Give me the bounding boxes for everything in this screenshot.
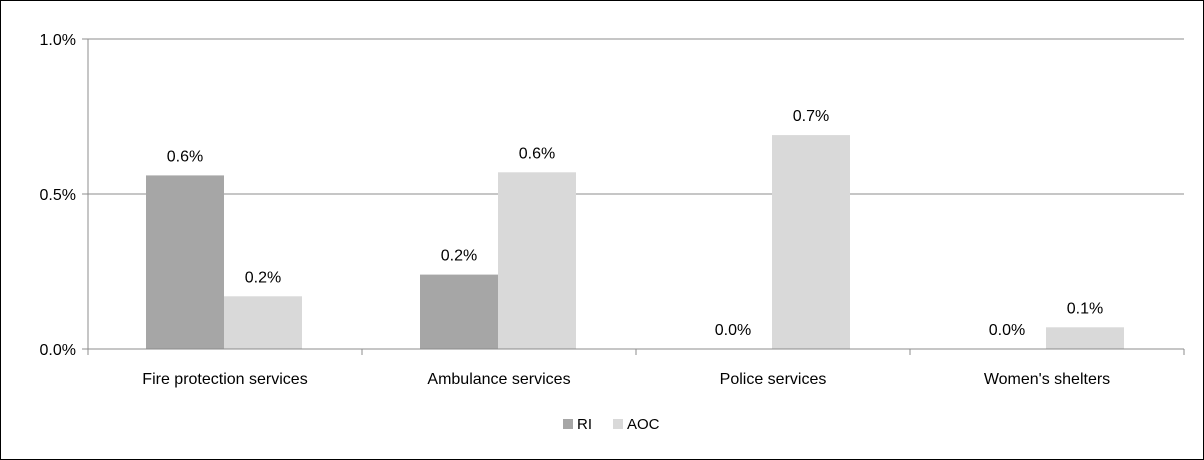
bar-aoc: [498, 172, 576, 349]
data-label: 0.7%: [793, 108, 829, 125]
x-category-label: Fire protection services: [142, 371, 307, 388]
data-label: 0.0%: [715, 322, 751, 339]
legend-swatch-aoc: [613, 419, 623, 429]
legend-label: RI: [577, 416, 592, 433]
bar-ri: [420, 275, 498, 349]
data-label: 0.1%: [1067, 300, 1103, 317]
bar-aoc: [1046, 327, 1124, 349]
legend-swatch-ri: [563, 419, 573, 429]
x-category-label: Ambulance services: [427, 371, 570, 388]
data-label: 0.2%: [441, 248, 477, 265]
data-label: 0.0%: [989, 322, 1025, 339]
bar-aoc: [224, 296, 302, 349]
legend-label: AOC: [627, 416, 660, 433]
bar-aoc: [772, 135, 850, 349]
data-label: 0.2%: [245, 269, 281, 286]
data-label: 0.6%: [519, 145, 555, 162]
y-tick-label: 0.5%: [40, 187, 76, 204]
x-category-label: Women's shelters: [984, 371, 1110, 388]
bar-ri: [146, 175, 224, 349]
y-tick-label: 1.0%: [40, 32, 76, 49]
data-label: 0.6%: [167, 148, 203, 165]
x-category-label: Police services: [720, 371, 827, 388]
y-tick-label: 0.0%: [40, 342, 76, 359]
